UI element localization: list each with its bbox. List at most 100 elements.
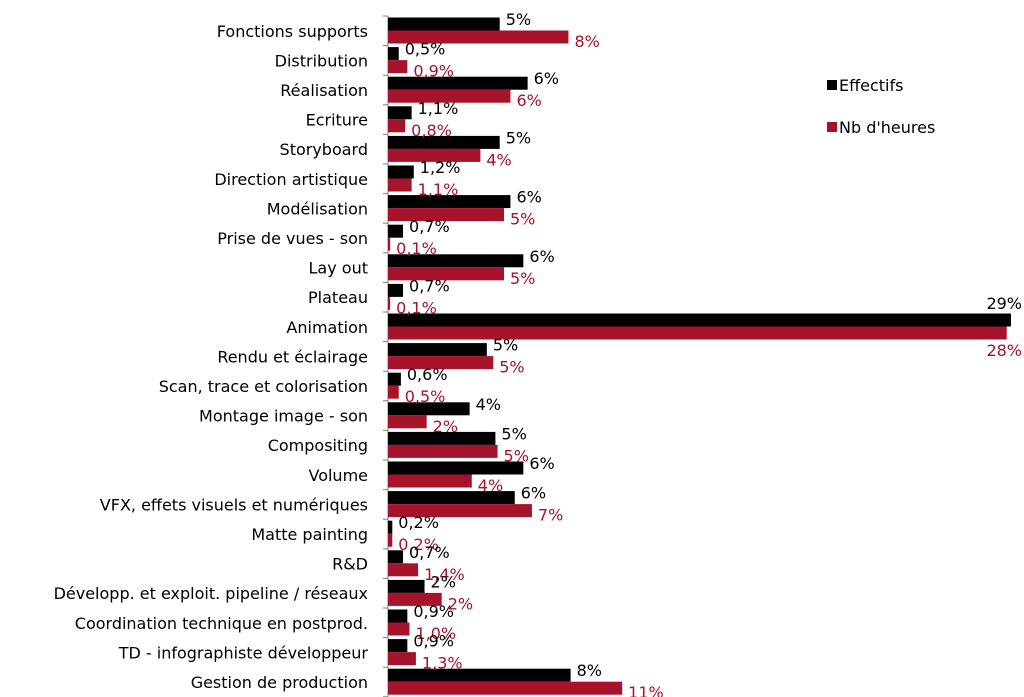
bar-nb-d-heures-compositing bbox=[388, 444, 498, 458]
category-label-fonctions-supports: Fonctions supports bbox=[217, 22, 368, 41]
category-label-realisation: Réalisation bbox=[280, 81, 368, 100]
value-label-nb-d-heures-realisation: 6% bbox=[516, 91, 541, 110]
value-label-nb-d-heures-td-infographiste-developpeur: 1,3% bbox=[422, 654, 463, 673]
value-label-effectifs-vfx-effets-visuels-et-numeriques: 6% bbox=[521, 484, 546, 503]
category-label-matte-painting: Matte painting bbox=[251, 525, 368, 544]
value-label-effectifs-montage-image-son: 4% bbox=[476, 395, 501, 414]
bar-nb-d-heures-animation bbox=[388, 326, 1007, 340]
bar-nb-d-heures-r-d bbox=[388, 563, 419, 577]
value-label-nb-d-heures-vfx-effets-visuels-et-numeriques: 7% bbox=[538, 506, 563, 525]
value-label-nb-d-heures-scan-trace-et-colorisation: 0,5% bbox=[405, 387, 446, 406]
value-label-effectifs-r-d: 0,7% bbox=[409, 543, 450, 562]
value-label-nb-d-heures-coordination-technique-en-postprod: 1,0% bbox=[415, 624, 456, 643]
value-label-effectifs-volume: 6% bbox=[529, 454, 554, 473]
bar-effectifs-vfx-effets-visuels-et-numeriques bbox=[388, 491, 515, 505]
legend-label-effectifs: Effectifs bbox=[839, 76, 903, 95]
category-label-distribution: Distribution bbox=[275, 51, 368, 70]
category-label-plateau: Plateau bbox=[308, 288, 368, 307]
value-label-effectifs-fonctions-supports: 5% bbox=[506, 10, 531, 29]
value-label-effectifs-animation: 29% bbox=[986, 294, 1022, 313]
value-label-nb-d-heures-modelisation: 5% bbox=[510, 210, 535, 229]
value-label-effectifs-modelisation: 6% bbox=[516, 188, 541, 207]
category-label-modelisation: Modélisation bbox=[267, 199, 368, 218]
value-label-nb-d-heures-animation: 28% bbox=[986, 341, 1022, 360]
value-label-nb-d-heures-fonctions-supports: 8% bbox=[574, 32, 599, 51]
bar-nb-d-heures-storyboard bbox=[388, 148, 481, 162]
bar-nb-d-heures-lay-out bbox=[388, 267, 505, 281]
bar-effectifs-storyboard bbox=[388, 135, 500, 149]
value-label-effectifs-direction-artistique: 1,2% bbox=[420, 158, 461, 177]
category-label-direction-artistique: Direction artistique bbox=[214, 170, 368, 189]
category-label-td-infographiste-developpeur: TD - infographiste développeur bbox=[118, 643, 369, 662]
value-label-effectifs-storyboard: 5% bbox=[506, 128, 531, 147]
bar-nb-d-heures-direction-artistique bbox=[388, 178, 412, 192]
value-label-nb-d-heures-volume: 4% bbox=[478, 476, 503, 495]
bar-effectifs-montage-image-son bbox=[388, 402, 470, 416]
bar-effectifs-fonctions-supports bbox=[388, 17, 500, 31]
legend-swatch-nb-heures bbox=[827, 122, 837, 132]
category-label-developp-et-exploit-pipeline-reseaux: Développ. et exploit. pipeline / réseaux bbox=[54, 584, 368, 603]
value-label-effectifs-distribution: 0,5% bbox=[405, 40, 446, 59]
value-label-nb-d-heures-rendu-et-eclairage: 5% bbox=[499, 358, 524, 377]
category-label-animation: Animation bbox=[286, 318, 368, 337]
bar-effectifs-lay-out bbox=[388, 254, 524, 268]
bar-effectifs-realisation bbox=[388, 76, 528, 90]
value-label-nb-d-heures-plateau: 0,1% bbox=[396, 298, 437, 317]
bar-effectifs-rendu-et-eclairage bbox=[388, 343, 487, 357]
category-label-gestion-de-production: Gestion de production bbox=[191, 673, 368, 692]
bar-effectifs-direction-artistique bbox=[388, 165, 414, 179]
bar-effectifs-scan-trace-et-colorisation bbox=[388, 372, 401, 386]
value-label-nb-d-heures-compositing: 5% bbox=[504, 446, 529, 465]
bar-nb-d-heures-td-infographiste-developpeur bbox=[388, 652, 416, 666]
value-label-nb-d-heures-storyboard: 4% bbox=[486, 150, 511, 169]
bar-nb-d-heures-vfx-effets-visuels-et-numeriques bbox=[388, 504, 532, 518]
category-label-ecriture: Ecriture bbox=[306, 111, 368, 130]
bar-effectifs-developp-et-exploit-pipeline-reseaux bbox=[388, 579, 425, 593]
value-label-nb-d-heures-lay-out: 5% bbox=[510, 269, 535, 288]
category-label-volume: Volume bbox=[308, 466, 368, 485]
bar-nb-d-heures-distribution bbox=[388, 60, 408, 74]
value-label-effectifs-plateau: 0,7% bbox=[409, 276, 450, 295]
category-label-storyboard: Storyboard bbox=[280, 140, 368, 159]
bars-layer bbox=[388, 17, 1011, 695]
value-label-nb-d-heures-gestion-de-production: 11% bbox=[628, 683, 664, 697]
value-label-effectifs-coordination-technique-en-postprod: 0,9% bbox=[413, 602, 454, 621]
value-label-effectifs-compositing: 5% bbox=[501, 424, 526, 443]
bar-effectifs-plateau bbox=[388, 283, 404, 297]
bar-nb-d-heures-montage-image-son bbox=[388, 415, 427, 429]
bar-effectifs-ecriture bbox=[388, 106, 412, 120]
bar-effectifs-animation bbox=[388, 313, 1011, 327]
bar-effectifs-compositing bbox=[388, 431, 496, 445]
value-label-effectifs-ecriture: 1,1% bbox=[418, 99, 459, 118]
category-label-r-d: R&D bbox=[332, 555, 368, 574]
bar-effectifs-modelisation bbox=[388, 195, 511, 209]
bar-nb-d-heures-matte-painting bbox=[388, 533, 393, 547]
category-label-lay-out: Lay out bbox=[309, 259, 368, 278]
value-label-nb-d-heures-matte-painting: 0,2% bbox=[398, 535, 439, 554]
bar-nb-d-heures-ecriture bbox=[388, 119, 406, 133]
bar-effectifs-prise-de-vues-son bbox=[388, 224, 404, 238]
value-label-nb-d-heures-ecriture: 0,8% bbox=[411, 121, 452, 140]
bar-nb-d-heures-scan-trace-et-colorisation bbox=[388, 385, 399, 399]
category-label-prise-de-vues-son: Prise de vues - son bbox=[217, 229, 368, 248]
axis-layer bbox=[383, 15, 389, 697]
bar-effectifs-matte-painting bbox=[388, 520, 393, 534]
value-label-effectifs-gestion-de-production: 8% bbox=[577, 661, 602, 680]
bar-effectifs-distribution bbox=[388, 47, 399, 61]
bar-nb-d-heures-coordination-technique-en-postprod bbox=[388, 622, 410, 636]
value-label-effectifs-developp-et-exploit-pipeline-reseaux: 2% bbox=[431, 572, 456, 591]
value-label-effectifs-realisation: 6% bbox=[534, 69, 559, 88]
bar-nb-d-heures-plateau bbox=[388, 296, 391, 310]
bar-nb-d-heures-modelisation bbox=[388, 208, 505, 222]
category-label-rendu-et-eclairage: Rendu et éclairage bbox=[217, 347, 368, 366]
value-label-nb-d-heures-prise-de-vues-son: 0,1% bbox=[396, 239, 437, 258]
bar-nb-d-heures-realisation bbox=[388, 89, 511, 103]
value-label-nb-d-heures-distribution: 0,9% bbox=[413, 62, 454, 81]
bar-effectifs-td-infographiste-developpeur bbox=[388, 639, 408, 653]
bar-effectifs-r-d bbox=[388, 550, 404, 564]
value-label-effectifs-matte-painting: 0,2% bbox=[398, 513, 439, 532]
value-label-effectifs-scan-trace-et-colorisation: 0,6% bbox=[407, 365, 448, 384]
value-label-nb-d-heures-r-d: 1,4% bbox=[424, 565, 465, 584]
category-label-coordination-technique-en-postprod: Coordination technique en postprod. bbox=[75, 614, 368, 633]
